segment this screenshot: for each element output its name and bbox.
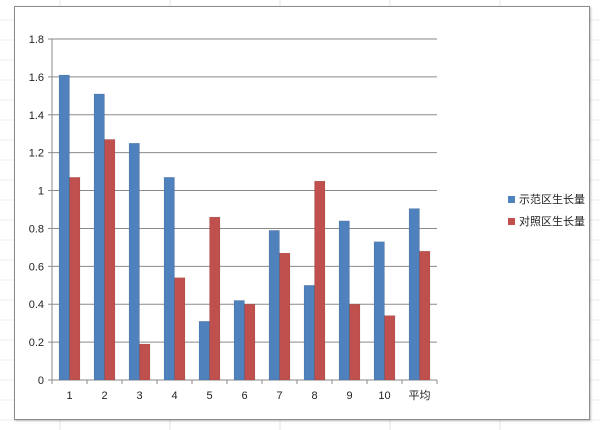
legend-label: 对照区生长量 — [519, 214, 585, 228]
y-tick-label: 0 — [38, 375, 44, 387]
x-tick-label: 2 — [101, 390, 107, 402]
x-tick-label: 8 — [311, 390, 317, 402]
bar-demo-11 — [408, 208, 420, 381]
chart-area[interactable]: 0 0.2 0.4 0.6 0.8 1 1.2 1.4 1.6 1.8 1 2 3 4 5 6 7 8 9 10 平均 示… — [14, 6, 590, 420]
y-tick-label: 1 — [38, 186, 44, 198]
bar-demo-5 — [198, 321, 210, 381]
bar-demo-1 — [58, 74, 70, 381]
bar-demo-4 — [163, 177, 175, 381]
bar-demo-9 — [338, 220, 350, 381]
x-tick-label: 平均 — [409, 389, 431, 402]
bar-control-9 — [349, 303, 361, 381]
x-tick-label: 7 — [276, 390, 282, 402]
bar-demo-2 — [93, 93, 105, 381]
x-tick-label: 5 — [206, 390, 212, 402]
bar-demo-8 — [303, 285, 315, 381]
bar-demo-6 — [233, 300, 245, 381]
y-tick-label: 1.6 — [29, 72, 44, 84]
y-tick-label: 0.4 — [29, 299, 44, 311]
bar-demo-10 — [373, 241, 385, 381]
bar-demo-3 — [128, 142, 140, 381]
x-tick-label: 9 — [346, 390, 352, 402]
x-tick-label: 1 — [66, 390, 72, 402]
bar-control-3 — [139, 343, 151, 381]
legend-swatch — [508, 218, 515, 225]
bar-control-5 — [209, 216, 221, 381]
bar-chart: 0 0.2 0.4 0.6 0.8 1 1.2 1.4 1.6 1.8 1 2 3 4 5 6 7 8 9 10 平均 示… — [29, 34, 585, 402]
legend-swatch — [508, 196, 515, 203]
legend-label: 示范区生长量 — [519, 192, 585, 206]
bar-control-10 — [384, 315, 396, 381]
bar-control-2 — [104, 139, 116, 381]
y-tick-label: 1.2 — [29, 148, 44, 160]
y-tick-label: 0.2 — [29, 337, 44, 349]
x-tick-label: 6 — [241, 390, 247, 402]
bar-control-1 — [69, 177, 81, 381]
bar-control-8 — [314, 180, 326, 381]
y-tick-label: 0.8 — [29, 223, 44, 235]
bar-control-11 — [419, 250, 431, 381]
legend-item-control: 对照区生长量 — [508, 214, 585, 228]
bar-demo-7 — [268, 230, 280, 381]
y-tick-label: 1.8 — [29, 34, 44, 46]
x-tick-label: 4 — [171, 390, 177, 402]
y-tick-label: 1.4 — [29, 110, 44, 122]
y-tick-label: 0.6 — [29, 261, 44, 273]
bar-control-4 — [174, 277, 186, 381]
x-tick-label: 10 — [378, 390, 390, 402]
legend-item-demo: 示范区生长量 — [508, 192, 585, 206]
bar-control-6 — [244, 303, 256, 381]
bar-control-7 — [279, 252, 291, 381]
x-tick-label: 3 — [136, 390, 142, 402]
